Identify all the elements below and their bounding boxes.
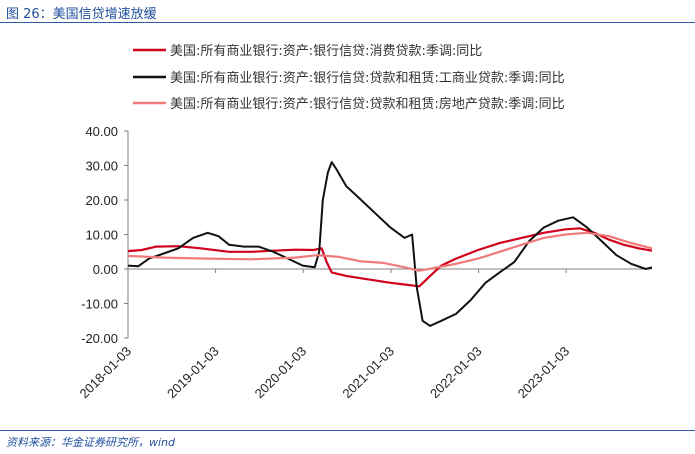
series-line-2 bbox=[127, 161, 653, 327]
legend-label-1: 美国:所有商业银行:资产:银行信贷:消费贷款:季调:同比 bbox=[170, 44, 482, 59]
y-tick-label: 20.00 bbox=[85, 193, 118, 208]
x-tick-label: 2021-01-03 bbox=[339, 344, 397, 402]
y-tick-label: 30.00 bbox=[85, 159, 118, 174]
series-line-3 bbox=[127, 231, 653, 272]
x-tick-label: 2018-01-03 bbox=[76, 344, 134, 402]
y-tick-label: 10.00 bbox=[85, 228, 118, 243]
line-chart: 美国:所有商业银行:资产:银行信贷:消费贷款:季调:同比美国:所有商业银行:资产… bbox=[76, 44, 653, 402]
x-tick-label: 2020-01-03 bbox=[252, 344, 310, 402]
x-tick-label: 2019-01-03 bbox=[164, 344, 222, 402]
series-lines bbox=[127, 161, 653, 327]
y-tick-label: -20.00 bbox=[81, 331, 118, 346]
figure-title: 图 26：美国信贷增速放缓 bbox=[6, 7, 157, 22]
legend-label-2: 美国:所有商业银行:资产:银行信贷:贷款和租赁:工商业贷款:季调:同比 bbox=[170, 71, 565, 86]
y-tick-label: 40.00 bbox=[85, 124, 118, 139]
title-rule bbox=[0, 22, 695, 23]
figure-source: 资料来源：华金证券研究所，wind bbox=[6, 436, 176, 449]
y-tick-label: -10.00 bbox=[81, 297, 118, 312]
series-line-1 bbox=[127, 227, 653, 288]
x-tick-label: 2023-01-03 bbox=[515, 344, 573, 402]
legend: 美国:所有商业银行:资产:银行信贷:消费贷款:季调:同比美国:所有商业银行:资产… bbox=[133, 44, 565, 112]
source-rule bbox=[0, 430, 695, 431]
y-tick-label: 0.00 bbox=[93, 262, 118, 277]
legend-label-3: 美国:所有商业银行:资产:银行信贷:贷款和租赁:房地产贷款:季调:同比 bbox=[170, 96, 565, 112]
x-tick-label: 2022-01-03 bbox=[427, 344, 485, 402]
